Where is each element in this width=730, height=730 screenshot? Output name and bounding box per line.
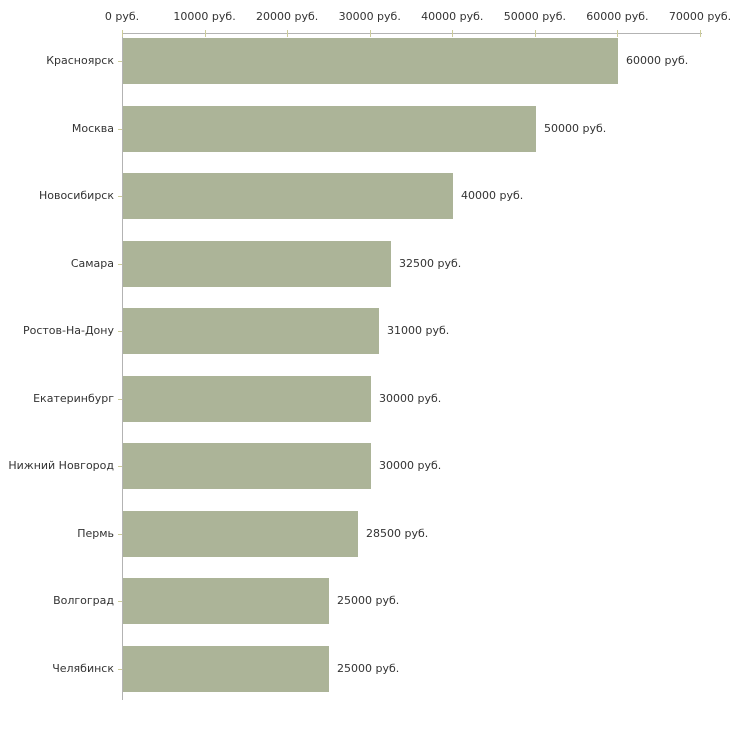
x-axis-tick-label: 70000 руб.	[668, 10, 730, 23]
bar	[123, 375, 371, 422]
category-tick-mark	[118, 331, 122, 332]
category-tick-mark	[118, 399, 122, 400]
x-axis-tick-mark	[369, 30, 371, 37]
value-label: 30000 руб.	[379, 391, 442, 405]
bar	[123, 38, 618, 84]
bar	[123, 240, 391, 287]
x-axis-tick-label: 20000 руб.	[256, 10, 319, 23]
bar	[123, 510, 358, 557]
category-tick-mark	[118, 534, 122, 535]
value-label: 60000 руб.	[626, 54, 689, 67]
value-label: 25000 руб.	[337, 661, 400, 675]
category-label: Самара	[70, 256, 114, 270]
category-tick-mark	[118, 196, 122, 197]
bar	[123, 173, 453, 219]
x-axis-tick-label: 30000 руб.	[338, 10, 401, 23]
bar	[123, 645, 329, 692]
bar	[123, 578, 329, 624]
category-label: Красноярск	[46, 54, 114, 67]
value-label: 31000 руб.	[387, 324, 450, 337]
category-tick-mark	[118, 61, 122, 62]
value-label: 32500 руб.	[399, 256, 462, 270]
x-axis-tick-mark	[122, 30, 123, 37]
bar	[123, 308, 379, 354]
x-axis-tick-mark	[287, 30, 289, 37]
x-axis-tick-mark	[204, 30, 206, 37]
value-label: 30000 руб.	[379, 459, 442, 472]
category-label: Новосибирск	[38, 189, 114, 202]
category-tick-mark	[118, 669, 122, 670]
value-label: 40000 руб.	[461, 189, 524, 202]
y-axis-line	[122, 33, 123, 700]
category-label: Волгоград	[53, 594, 114, 607]
category-label: Екатеринбург	[33, 391, 114, 405]
category-label: Пермь	[77, 526, 114, 540]
bar	[123, 105, 536, 152]
category-tick-mark	[118, 601, 122, 602]
category-label: Ростов-На-Дону	[22, 324, 114, 337]
x-axis-tick-label: 40000 руб.	[421, 10, 484, 23]
x-axis-tick-label: 50000 руб.	[503, 10, 566, 23]
category-tick-mark	[118, 466, 122, 467]
x-axis-line	[122, 33, 702, 34]
category-tick-mark	[118, 129, 122, 130]
x-axis-tick-mark	[534, 30, 536, 37]
value-label: 25000 руб.	[337, 594, 400, 607]
category-tick-mark	[118, 264, 122, 265]
x-axis-tick-label: 10000 руб.	[173, 10, 236, 23]
category-label: Москва	[71, 121, 114, 135]
category-label: Нижний Новгород	[8, 459, 114, 472]
x-axis-tick-mark	[700, 30, 701, 37]
category-label: Челябинск	[52, 661, 114, 675]
bar	[123, 443, 371, 489]
x-axis-tick-mark	[617, 30, 619, 37]
x-axis-tick-label: 0 руб.	[104, 10, 140, 23]
value-label: 50000 руб.	[544, 121, 607, 135]
x-axis-tick-mark	[452, 30, 454, 37]
x-axis-tick-label: 60000 руб.	[586, 10, 649, 23]
value-label: 28500 руб.	[366, 526, 429, 540]
